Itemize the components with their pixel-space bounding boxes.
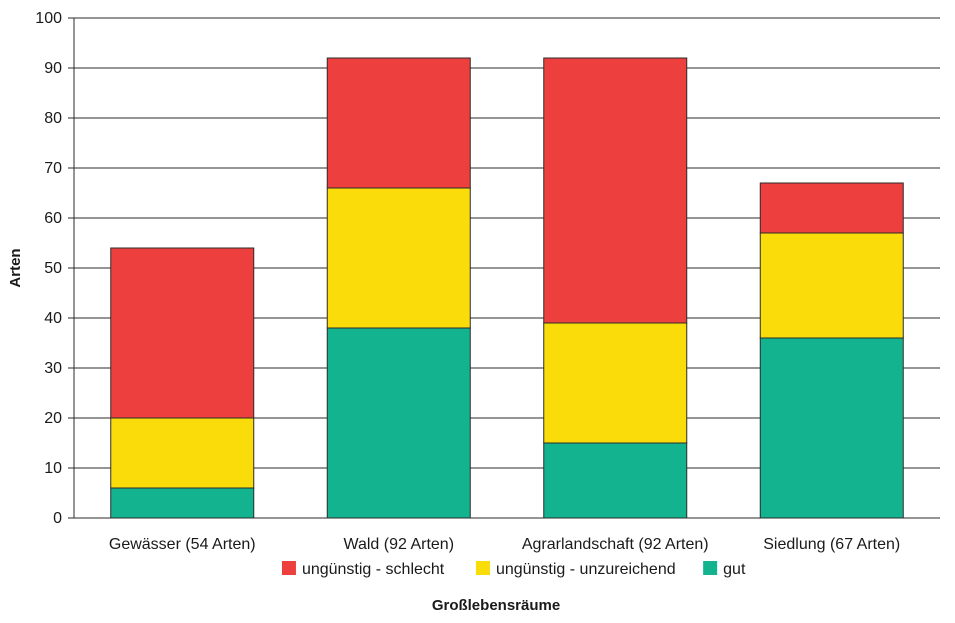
y-tick-label: 80 [44,110,62,127]
bar-segment [326,57,471,189]
legend-label: ungünstig - schlecht [302,561,445,578]
bars [110,57,904,519]
bar-segment [110,487,255,519]
y-tick-label: 90 [44,60,62,77]
bar-segment [543,322,688,444]
legend-swatch [475,561,490,575]
x-category-label: Wald (92 Arten) [343,536,454,553]
x-category-labels: Gewässer (54 Arten) Wald (92 Arten) Agrarl… [109,536,900,553]
x-category-label: Gewässer (54 Arten) [109,536,256,553]
bar-segment [110,247,255,419]
legend-label: ungünstig - unzureichend [496,561,676,578]
y-tick-labels: 0 10 20 30 40 50 60 70 80 90 100 [35,10,62,527]
legend: ungünstig - schlecht ungünstig - unzureic… [281,561,746,578]
y-tick-label: 60 [44,210,62,227]
bar-segment [110,417,255,489]
legend-swatch [281,561,296,575]
y-tick-label: 30 [44,360,62,377]
bar-segment [326,187,471,329]
bar-segment [543,442,688,519]
x-category-label: Agrarlandschaft (92 Arten) [522,536,709,553]
y-tick-label: 50 [44,260,62,277]
bar-segment [759,337,904,519]
y-tick-label: 70 [44,160,62,177]
bar-segment [759,232,904,339]
bar-segment [543,57,688,324]
x-axis-title: Großlebensräume [432,597,560,614]
y-tick-label: 20 [44,410,62,427]
y-axis-title: Arten [7,248,24,287]
bar-segment [326,327,471,519]
y-tick-label: 10 [44,460,62,477]
x-category-label: Siedlung (67 Arten) [763,536,900,553]
bar-segment [759,182,904,234]
axes [68,17,940,519]
legend-label: gut [723,561,746,578]
legend-swatch [703,561,718,575]
y-tick-label: 40 [44,310,62,327]
y-tick-label: 100 [35,10,62,27]
y-tick-label: 0 [53,510,62,527]
